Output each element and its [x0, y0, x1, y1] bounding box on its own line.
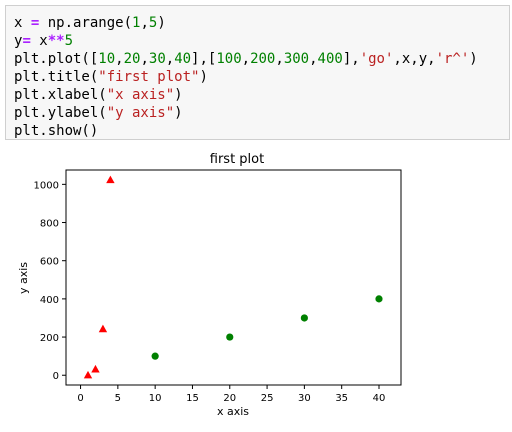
chart-title: first plot: [210, 152, 264, 167]
code-line: plt.ylabel("y axis"): [14, 104, 509, 122]
plot-output: first plot 0 200 400 600 800 1000 0 5 10 15 20 25 3…: [0, 145, 512, 428]
code-token: np.arange(: [39, 15, 133, 31]
y-axis-label: y axis: [17, 262, 30, 294]
y-tick-label: 200: [40, 333, 59, 344]
code-token: plt.xlabel(: [14, 87, 107, 103]
x-tick-label: 40: [373, 393, 386, 404]
code-token: ): [157, 15, 166, 31]
code-token: y: [14, 33, 23, 49]
y-tick-label: 1000: [34, 180, 59, 191]
code-line: plt.title("first plot"): [14, 68, 509, 86]
code-token: 30: [148, 51, 166, 67]
x-tick-label: 20: [223, 393, 236, 404]
x-tick-label: 10: [149, 393, 162, 404]
code-token: plt.plot([: [14, 51, 99, 67]
code-token: ,: [309, 51, 318, 67]
y-ticks: 0 200 400 600 800 1000: [34, 180, 66, 382]
code-token: 5: [64, 33, 74, 49]
code-token: 20: [123, 51, 141, 67]
code-token: 10: [98, 51, 116, 67]
code-token: =: [22, 33, 31, 49]
y-tick-label: 800: [40, 219, 59, 230]
data-point-circle: [300, 314, 308, 322]
code-line: plt.plot([10,20,30,40],[100,200,300,400]…: [14, 50, 509, 68]
code-token: ): [199, 69, 208, 85]
code-token: "first plot": [98, 69, 200, 85]
code-token: plt.title(: [14, 69, 99, 85]
code-token: **: [47, 33, 65, 49]
code-token: x: [14, 15, 31, 31]
code-token: 100: [216, 51, 242, 67]
scatter-chart: first plot 0 200 400 600 800 1000 0 5 10 15 20 25 3…: [17, 152, 402, 418]
x-tick-label: 0: [77, 393, 83, 404]
code-line: plt.show(): [14, 122, 509, 140]
code-token: ): [174, 87, 183, 103]
code-token: ,: [275, 51, 284, 67]
data-points: [83, 175, 383, 379]
data-point-triangle: [91, 364, 100, 373]
data-point-circle: [226, 333, 234, 341]
code-token: ,x,y,: [393, 51, 436, 67]
code-token: ,: [140, 15, 149, 31]
x-tick-label: 25: [261, 393, 274, 404]
code-token: ,: [165, 51, 175, 67]
code-line: x = np.arange(1,5): [14, 14, 509, 32]
code-token: 5: [148, 15, 158, 31]
data-point-triangle: [83, 370, 93, 379]
code-line: y= x**5: [14, 32, 509, 50]
data-point-circle: [375, 295, 383, 303]
code-token: 40: [174, 51, 192, 67]
x-tick-label: 35: [335, 393, 348, 404]
code-token: ],: [342, 51, 360, 67]
data-point-triangle: [98, 324, 108, 333]
code-token: 300: [283, 51, 310, 67]
code-token: plt.show(): [14, 123, 99, 139]
code-token: ): [469, 51, 478, 67]
x-tick-label: 15: [186, 393, 199, 404]
code-token: 1: [132, 15, 141, 31]
code-token: plt.ylabel(: [14, 105, 107, 121]
code-token: ,: [140, 51, 149, 67]
code-token: 200: [250, 51, 276, 67]
x-ticks: 0 5 10 15 20 25 30 35 40: [77, 385, 385, 404]
code-token: "y axis": [106, 105, 175, 121]
code-token: ): [174, 105, 183, 121]
plot-frame: [65, 169, 402, 386]
code-token: x: [30, 33, 48, 49]
code-token: ,: [241, 51, 251, 67]
data-point-circle: [151, 352, 159, 360]
data-point-triangle: [106, 175, 115, 184]
code-token: ],[: [191, 51, 217, 67]
code-token: ,: [115, 51, 124, 67]
y-tick-label: 600: [40, 257, 59, 268]
x-tick-label: 5: [115, 393, 121, 404]
y-tick-label: 0: [53, 371, 59, 382]
y-tick-label: 400: [40, 295, 59, 306]
code-token: 400: [317, 51, 343, 67]
code-cell[interactable]: x = np.arange(1,5) y= x**5 plt.plot([10,20…: [5, 5, 510, 140]
code-token: "x axis": [106, 87, 175, 103]
code-editor[interactable]: x = np.arange(1,5) y= x**5 plt.plot([10,20…: [6, 6, 509, 140]
x-tick-label: 30: [298, 393, 311, 404]
code-token: 'go': [359, 51, 394, 67]
code-token: 'r^': [435, 51, 470, 67]
code-line: plt.xlabel("x axis"): [14, 86, 509, 104]
code-token: =: [30, 15, 40, 31]
x-axis-label: x axis: [217, 405, 249, 418]
